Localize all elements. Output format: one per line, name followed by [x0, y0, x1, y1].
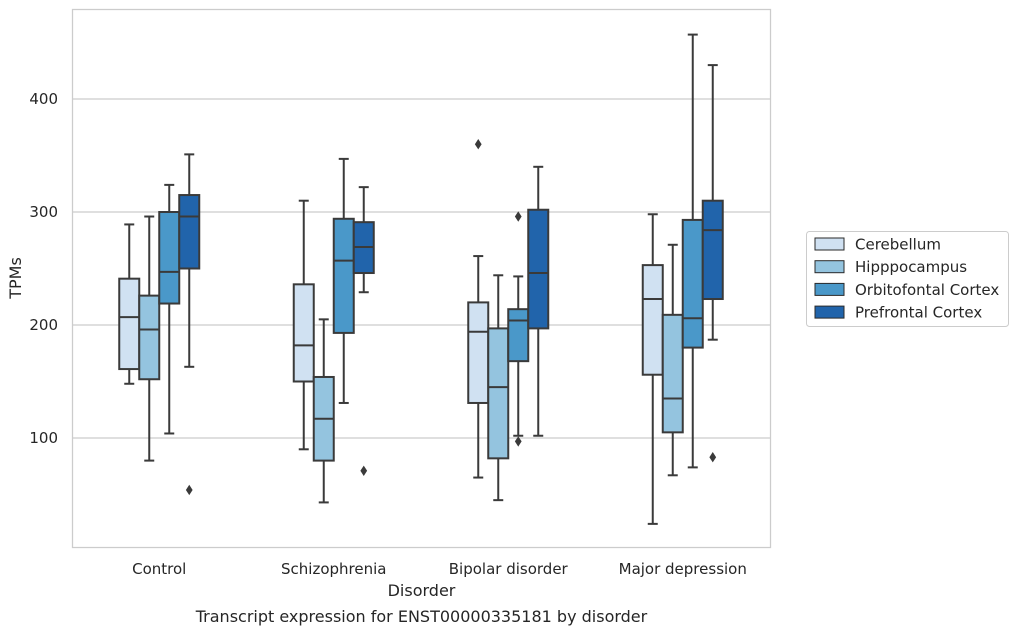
iqr-box	[508, 309, 528, 361]
x-tick-label: Bipolar disorder	[449, 560, 569, 578]
legend-swatch	[815, 261, 844, 273]
iqr-box	[159, 212, 179, 304]
iqr-box	[643, 265, 663, 375]
x-tick-label: Schizophrenia	[281, 560, 386, 578]
iqr-box	[663, 315, 683, 433]
iqr-box	[468, 302, 488, 403]
legend-swatch	[815, 306, 844, 318]
iqr-box	[528, 210, 548, 329]
iqr-box	[294, 284, 314, 381]
iqr-box	[703, 201, 723, 299]
legend-label: Hipppocampus	[855, 258, 967, 276]
iqr-box	[179, 195, 199, 268]
y-tick-label: 100	[29, 429, 58, 447]
x-tick-label: Major depression	[619, 560, 747, 578]
iqr-box	[119, 279, 139, 369]
legend-swatch	[815, 238, 844, 250]
x-tick-label: Control	[132, 560, 186, 578]
iqr-box	[683, 220, 703, 348]
legend: Cerebellum Hipppocampus Orbitofontal Corte…	[807, 232, 1009, 327]
y-tick-label: 400	[29, 90, 58, 108]
legend-swatch	[815, 283, 844, 295]
legend-label: Orbitofontal Cortex	[855, 281, 999, 299]
x-axis-label: Disorder	[388, 581, 456, 600]
iqr-box	[488, 328, 508, 458]
legend-label: Cerebellum	[855, 236, 941, 254]
boxplot-chart: 100 200 300 400 Control Schizophrenia Bipolar…	[0, 0, 1019, 634]
y-axis-label: TPMs	[6, 257, 25, 300]
iqr-box	[334, 219, 354, 333]
chart-caption: Transcript expression for ENST0000033518…	[195, 607, 648, 626]
y-tick-label: 200	[29, 316, 58, 334]
y-tick-label: 300	[29, 203, 58, 221]
legend-label: Prefrontal Cortex	[855, 304, 982, 322]
iqr-box	[139, 296, 159, 380]
